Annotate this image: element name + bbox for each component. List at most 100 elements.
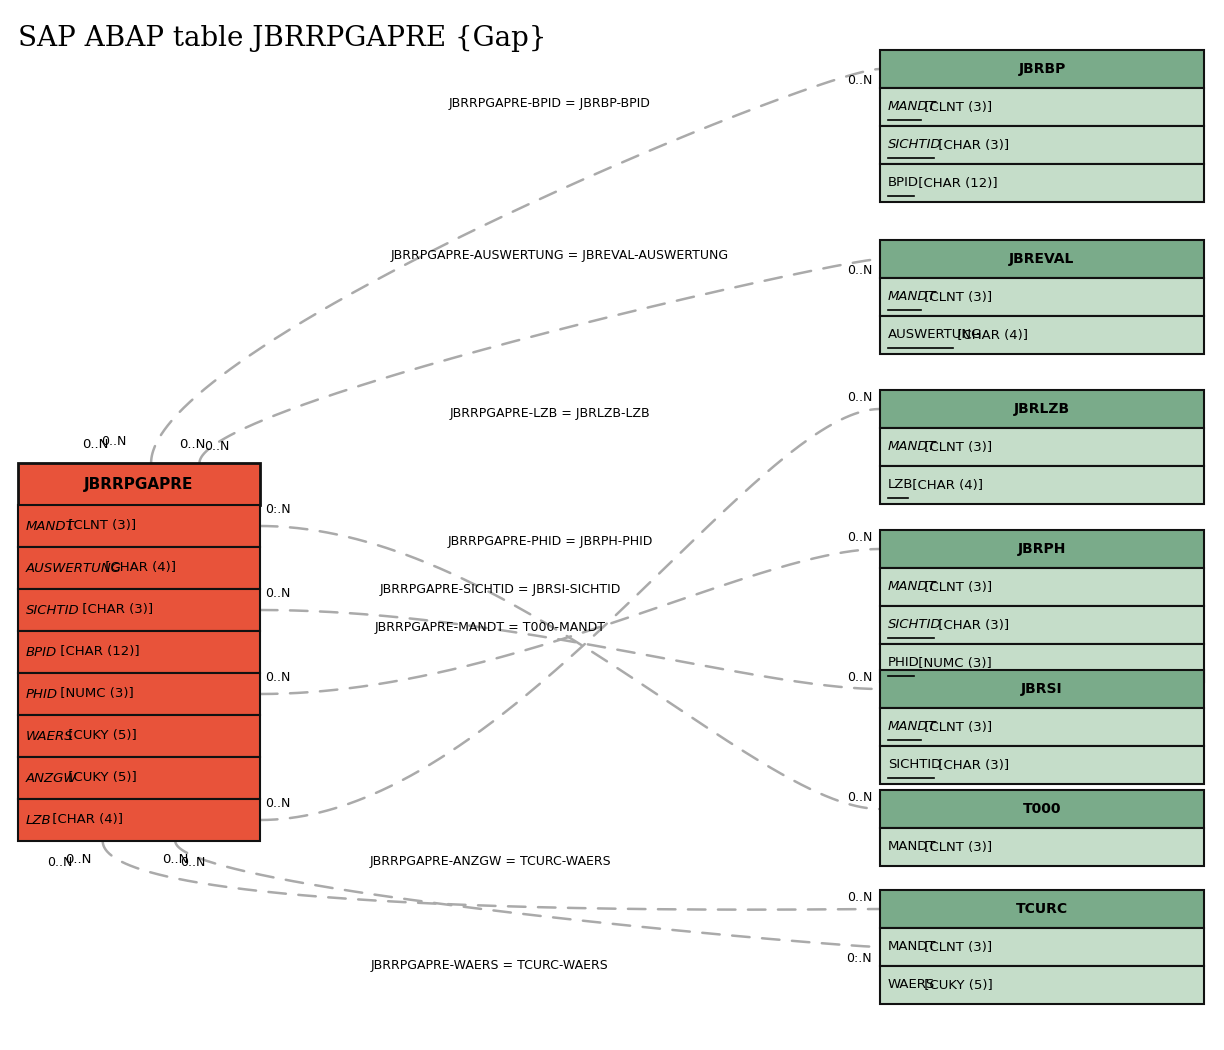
Text: 0..N: 0..N	[847, 791, 871, 804]
Text: [CUKY (5)]: [CUKY (5)]	[920, 979, 993, 991]
Text: JBRBP: JBRBP	[1018, 62, 1066, 76]
Text: 0..N: 0..N	[847, 264, 871, 277]
FancyBboxPatch shape	[880, 88, 1204, 126]
FancyBboxPatch shape	[880, 50, 1204, 88]
Text: [CLNT (3)]: [CLNT (3)]	[920, 291, 993, 303]
Text: LZB: LZB	[26, 814, 51, 826]
FancyBboxPatch shape	[18, 757, 259, 799]
Text: WAERS: WAERS	[887, 979, 935, 991]
FancyBboxPatch shape	[18, 799, 259, 841]
Text: MANDT: MANDT	[887, 101, 936, 113]
FancyBboxPatch shape	[880, 708, 1204, 746]
FancyBboxPatch shape	[18, 631, 259, 673]
FancyBboxPatch shape	[880, 606, 1204, 644]
Text: 0..N: 0..N	[82, 438, 109, 452]
Text: JBRPH: JBRPH	[1018, 542, 1066, 557]
Text: 0..N: 0..N	[847, 391, 871, 404]
FancyBboxPatch shape	[880, 890, 1204, 928]
Text: [CLNT (3)]: [CLNT (3)]	[920, 441, 993, 454]
Text: [NUMC (3)]: [NUMC (3)]	[914, 656, 991, 670]
FancyBboxPatch shape	[880, 390, 1204, 428]
Text: SICHTID: SICHTID	[887, 618, 941, 631]
Text: SICHTID: SICHTID	[26, 604, 80, 616]
Text: LZB: LZB	[887, 479, 913, 491]
Text: JBRRPGAPRE-ANZGW = TCURC-WAERS: JBRRPGAPRE-ANZGW = TCURC-WAERS	[370, 856, 611, 868]
Text: 0..N: 0..N	[266, 587, 290, 600]
Text: JBRRPGAPRE-MANDT = T000-MANDT: JBRRPGAPRE-MANDT = T000-MANDT	[375, 622, 606, 634]
Text: [CHAR (4)]: [CHAR (4)]	[953, 329, 1028, 341]
Text: 0:.N: 0:.N	[846, 952, 871, 965]
Text: [CHAR (4)]: [CHAR (4)]	[102, 562, 176, 574]
Text: MANDT: MANDT	[887, 291, 936, 303]
FancyBboxPatch shape	[18, 589, 259, 631]
Text: [CLNT (3)]: [CLNT (3)]	[920, 720, 993, 734]
FancyBboxPatch shape	[18, 463, 259, 505]
Text: JBRRPGAPRE-SICHTID = JBRSI-SICHTID: JBRRPGAPRE-SICHTID = JBRSI-SICHTID	[379, 584, 621, 596]
Text: JBREVAL: JBREVAL	[1010, 252, 1075, 266]
FancyBboxPatch shape	[880, 278, 1204, 316]
Text: JBRSI: JBRSI	[1021, 682, 1062, 696]
FancyBboxPatch shape	[880, 466, 1204, 504]
Text: SAP ABAP table JBRRPGAPRE {Gap}: SAP ABAP table JBRRPGAPRE {Gap}	[18, 24, 546, 51]
Text: 0..N: 0..N	[179, 438, 206, 452]
Text: WAERS: WAERS	[26, 730, 73, 742]
Text: 0:.N: 0:.N	[266, 503, 290, 516]
FancyBboxPatch shape	[880, 240, 1204, 278]
Text: [CHAR (4)]: [CHAR (4)]	[907, 479, 983, 491]
FancyBboxPatch shape	[880, 966, 1204, 1004]
FancyBboxPatch shape	[880, 316, 1204, 354]
FancyBboxPatch shape	[880, 670, 1204, 708]
Text: [CHAR (12)]: [CHAR (12)]	[56, 646, 140, 658]
Text: MANDT: MANDT	[887, 720, 936, 734]
Text: BPID: BPID	[26, 646, 58, 658]
Text: JBRRPGAPRE: JBRRPGAPRE	[84, 477, 193, 491]
Text: MANDT: MANDT	[887, 441, 936, 454]
Text: [CLNT (3)]: [CLNT (3)]	[64, 520, 136, 532]
Text: JBRRPGAPRE-PHID = JBRPH-PHID: JBRRPGAPRE-PHID = JBRPH-PHID	[447, 536, 652, 548]
Text: [CUKY (5)]: [CUKY (5)]	[64, 772, 136, 784]
Text: [CLNT (3)]: [CLNT (3)]	[920, 941, 993, 953]
FancyBboxPatch shape	[880, 530, 1204, 568]
FancyBboxPatch shape	[18, 505, 259, 547]
FancyBboxPatch shape	[880, 126, 1204, 164]
Text: MANDT: MANDT	[26, 520, 75, 532]
FancyBboxPatch shape	[880, 568, 1204, 606]
Text: [CUKY (5)]: [CUKY (5)]	[64, 730, 136, 742]
FancyBboxPatch shape	[880, 164, 1204, 202]
Text: PHID: PHID	[887, 656, 919, 670]
Text: BPID: BPID	[887, 176, 919, 189]
Text: SICHTID: SICHTID	[887, 758, 941, 772]
Text: JBRRPGAPRE-AUSWERTUNG = JBREVAL-AUSWERTUNG: JBRRPGAPRE-AUSWERTUNG = JBREVAL-AUSWERTU…	[390, 249, 730, 261]
Text: 0..N: 0..N	[847, 74, 871, 87]
Text: SICHTID: SICHTID	[887, 139, 941, 151]
Text: [CHAR (4)]: [CHAR (4)]	[49, 814, 124, 826]
Text: 0..N: 0..N	[847, 531, 871, 544]
FancyBboxPatch shape	[18, 673, 259, 715]
Text: [CHAR (3)]: [CHAR (3)]	[934, 618, 1009, 631]
FancyBboxPatch shape	[880, 828, 1204, 866]
Text: JBRRPGAPRE-BPID = JBRBP-BPID: JBRRPGAPRE-BPID = JBRBP-BPID	[449, 98, 651, 110]
Text: JBRLZB: JBRLZB	[1013, 402, 1070, 416]
Text: PHID: PHID	[26, 688, 58, 700]
Text: [NUMC (3)]: [NUMC (3)]	[56, 688, 133, 700]
Text: AUSWERTUNG: AUSWERTUNG	[26, 562, 122, 574]
Text: 0..N: 0..N	[847, 671, 871, 684]
Text: 0..N: 0..N	[48, 856, 72, 869]
Text: 0..N: 0..N	[204, 440, 230, 453]
Text: [CLNT (3)]: [CLNT (3)]	[920, 581, 993, 593]
Text: [CHAR (3)]: [CHAR (3)]	[78, 604, 154, 616]
FancyBboxPatch shape	[880, 928, 1204, 966]
Text: 0..N: 0..N	[266, 671, 290, 684]
Text: MANDT: MANDT	[887, 840, 936, 854]
Text: 0..N: 0..N	[266, 797, 290, 810]
Text: [CHAR (12)]: [CHAR (12)]	[914, 176, 998, 189]
FancyBboxPatch shape	[880, 644, 1204, 682]
FancyBboxPatch shape	[880, 790, 1204, 828]
Text: JBRRPGAPRE-WAERS = TCURC-WAERS: JBRRPGAPRE-WAERS = TCURC-WAERS	[371, 959, 608, 971]
Text: 0..N: 0..N	[180, 856, 206, 869]
Text: MANDT: MANDT	[887, 941, 936, 953]
Text: JBRRPGAPRE-LZB = JBRLZB-LZB: JBRRPGAPRE-LZB = JBRLZB-LZB	[449, 407, 650, 420]
FancyBboxPatch shape	[880, 428, 1204, 466]
Text: [CLNT (3)]: [CLNT (3)]	[920, 101, 993, 113]
FancyBboxPatch shape	[18, 547, 259, 589]
